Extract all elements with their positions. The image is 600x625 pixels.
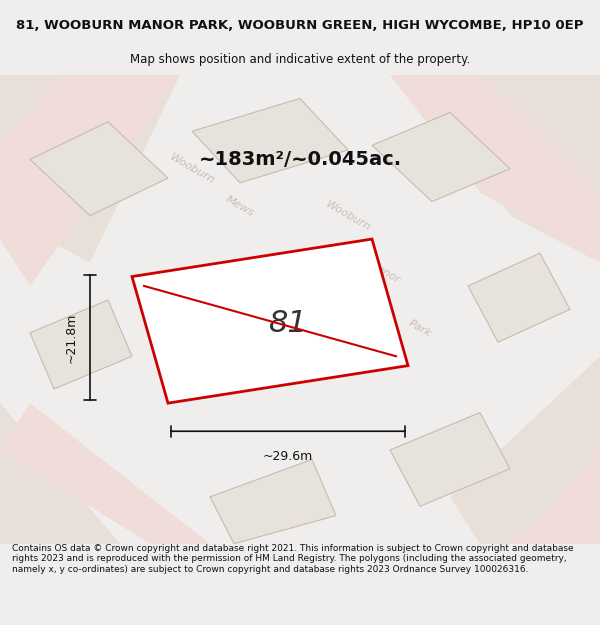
Text: Park: Park xyxy=(407,318,433,339)
Polygon shape xyxy=(30,122,168,216)
Polygon shape xyxy=(0,75,180,286)
Polygon shape xyxy=(132,239,408,403)
Polygon shape xyxy=(192,98,348,182)
Polygon shape xyxy=(450,356,600,544)
Polygon shape xyxy=(210,459,336,544)
Text: 81: 81 xyxy=(269,309,307,338)
Text: 81, WOOBURN MANOR PARK, WOOBURN GREEN, HIGH WYCOMBE, HP10 0EP: 81, WOOBURN MANOR PARK, WOOBURN GREEN, H… xyxy=(16,19,584,32)
Polygon shape xyxy=(510,450,600,544)
Polygon shape xyxy=(0,75,180,262)
Text: Wooburn: Wooburn xyxy=(168,152,216,186)
Polygon shape xyxy=(372,112,510,201)
Text: ~29.6m: ~29.6m xyxy=(263,450,313,463)
Text: Manor: Manor xyxy=(367,259,401,285)
Polygon shape xyxy=(0,403,210,544)
Polygon shape xyxy=(0,403,120,544)
Text: Mews: Mews xyxy=(224,194,256,218)
Polygon shape xyxy=(420,75,600,262)
Polygon shape xyxy=(390,412,510,506)
Text: Wooburn: Wooburn xyxy=(324,199,372,232)
Text: Map shows position and indicative extent of the property.: Map shows position and indicative extent… xyxy=(130,52,470,66)
Polygon shape xyxy=(30,300,132,389)
Polygon shape xyxy=(468,253,570,343)
Text: ~183m²/~0.045ac.: ~183m²/~0.045ac. xyxy=(199,150,401,169)
Polygon shape xyxy=(390,75,600,262)
Text: ~21.8m: ~21.8m xyxy=(65,312,78,362)
Text: Contains OS data © Crown copyright and database right 2021. This information is : Contains OS data © Crown copyright and d… xyxy=(12,544,574,574)
